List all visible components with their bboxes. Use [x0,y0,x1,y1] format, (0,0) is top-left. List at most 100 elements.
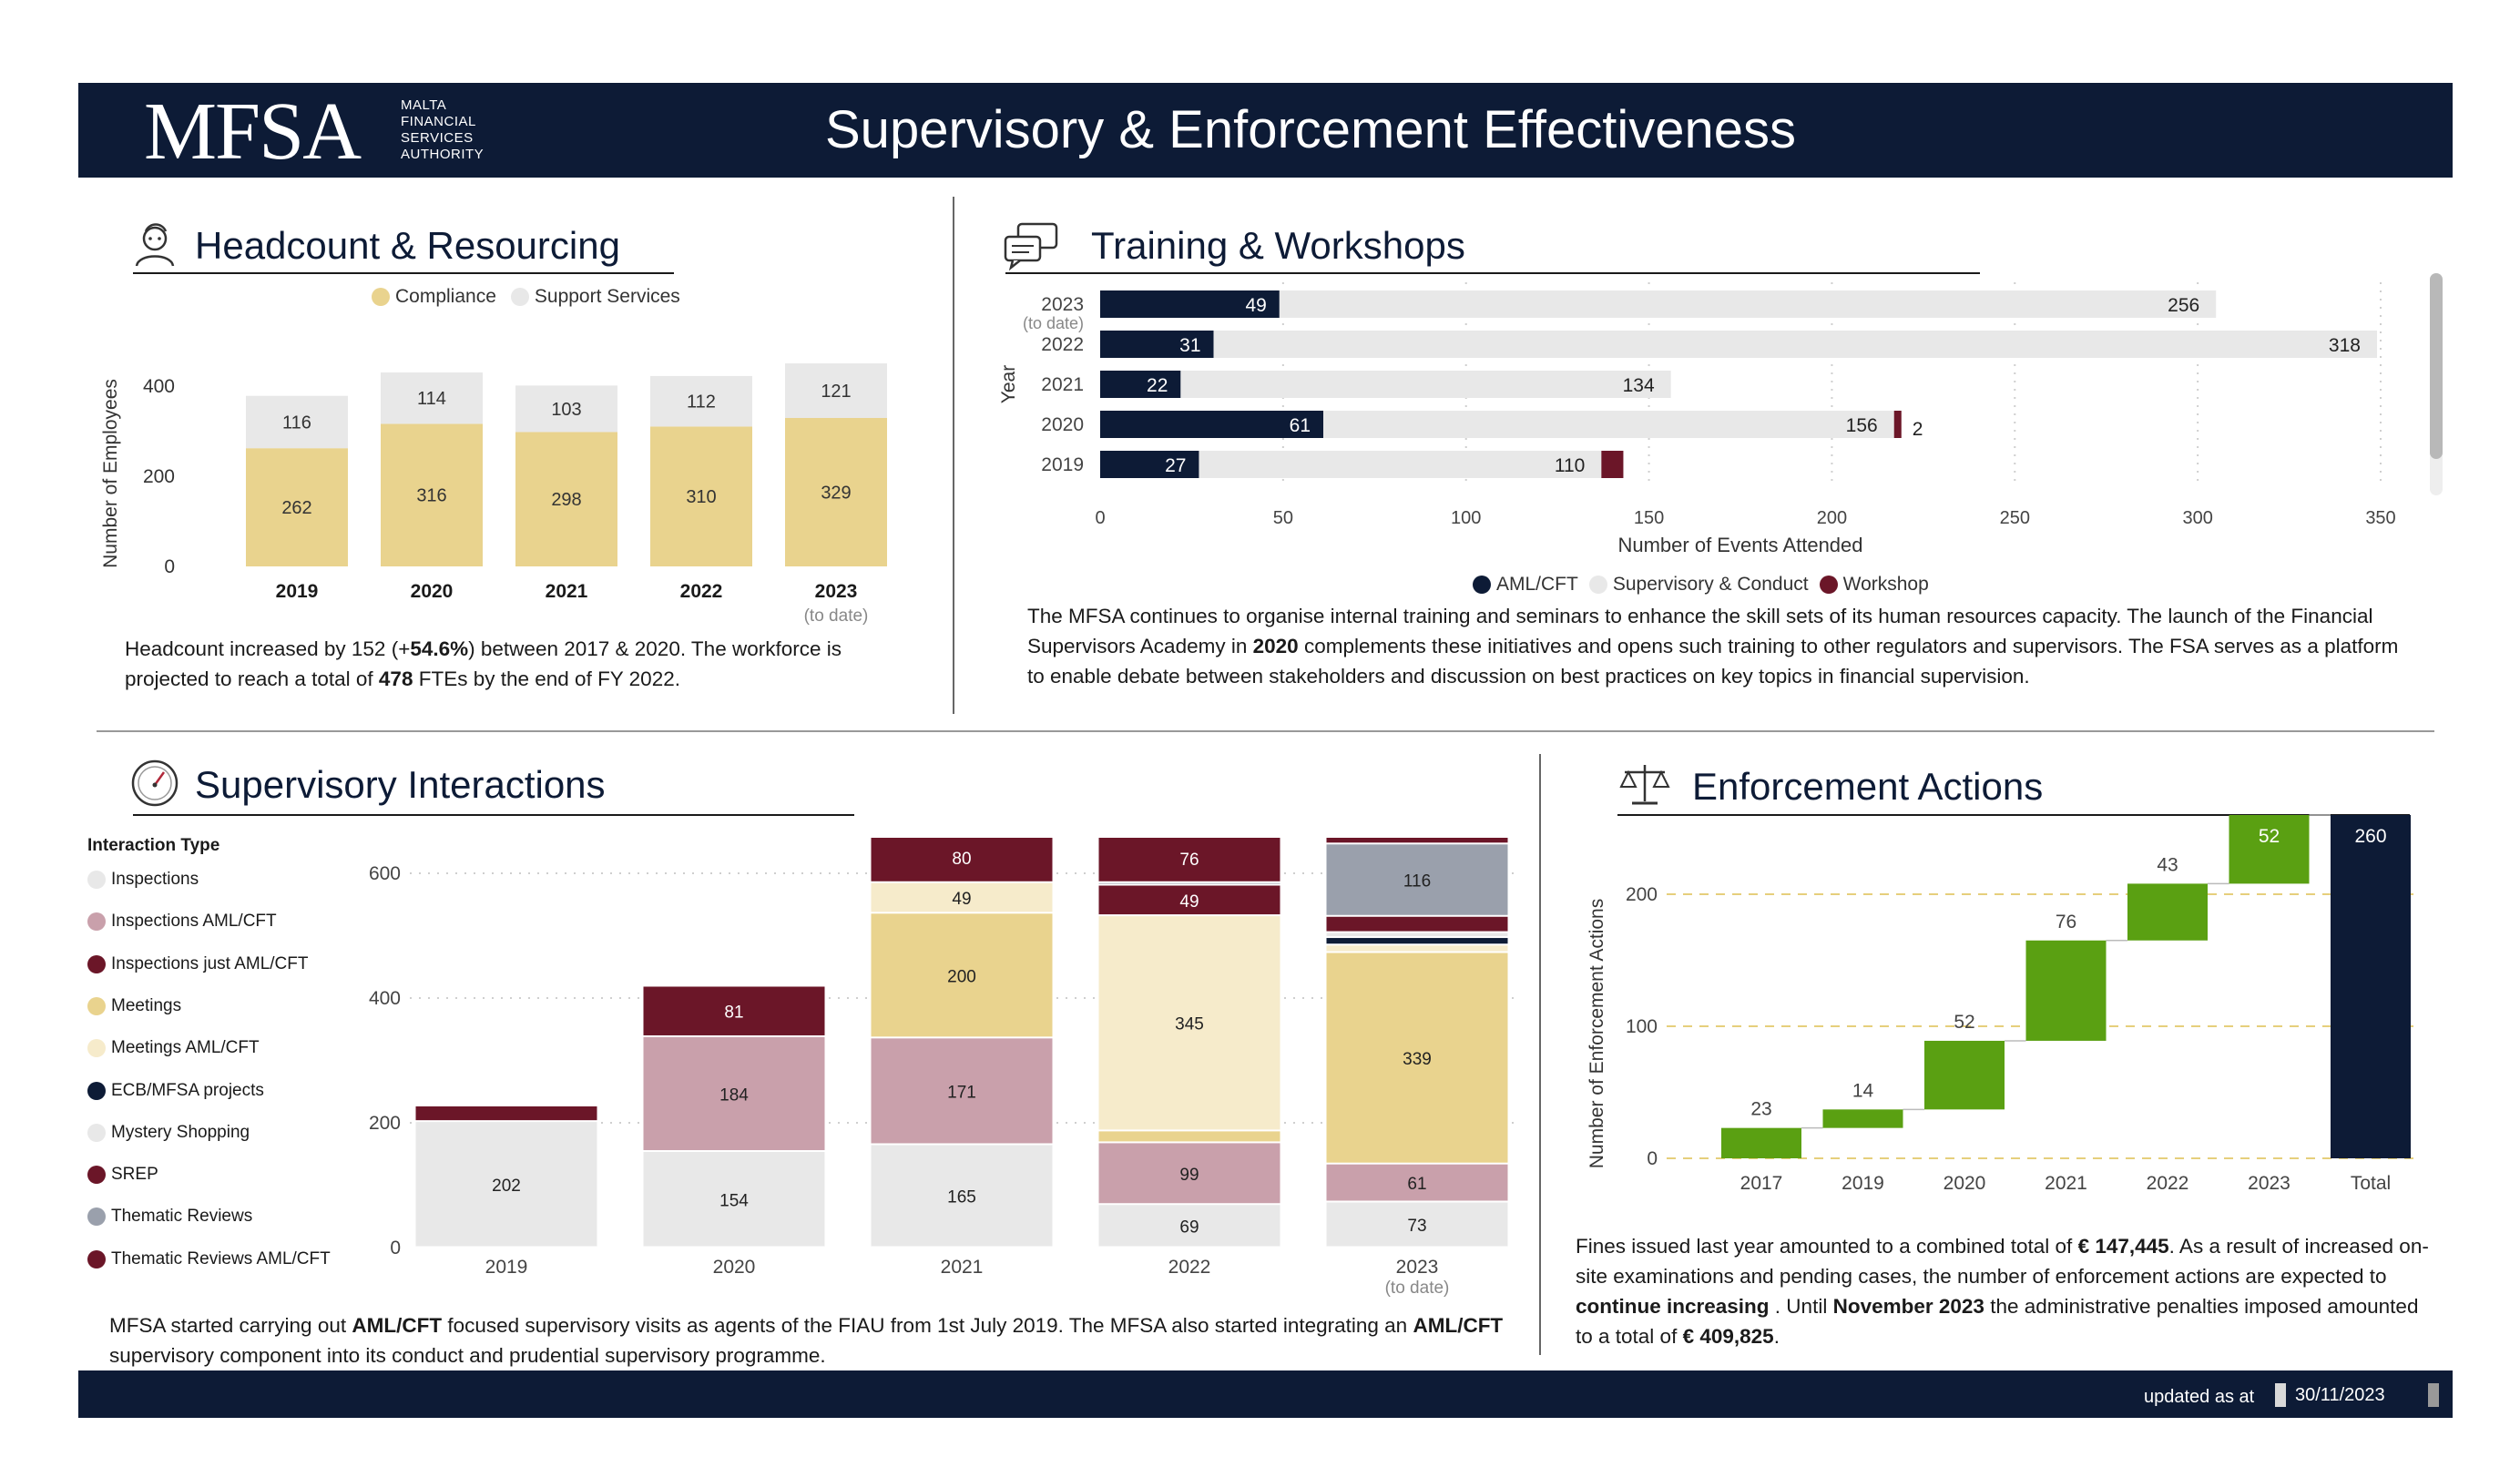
interaction-legend-label-3: Meetings [111,995,182,1015]
training-bar-1-2 [1180,371,1671,398]
enforcement-bar-1 [1822,1109,1903,1128]
interaction-legend-item-5: ECB/MFSA projects [87,1081,264,1101]
interaction-legend-label-1: Inspections AML/CFT [111,912,277,932]
footer-marker-left [2275,1383,2286,1407]
training-label-1-4: 110 [1555,455,1585,476]
updated-label: updated as at [2144,1387,2255,1407]
interactions-bar-1-2 [870,1037,1054,1145]
enforcement-x-tick-2: 2020 [1944,1173,1986,1194]
mfsa-logo: MFSA [144,87,362,177]
aml-legend-label: AML/CFT [1496,574,1578,595]
interactions-label-4-3: 345 [1175,1015,1204,1034]
training-scrollbar-thumb[interactable] [2430,273,2443,459]
interaction-legend-swatch-3 [87,996,106,1015]
training-y-tick-3: 2020 [1041,414,1084,435]
interactions-y-tick-3: 600 [369,863,401,884]
training-label-0-0: 49 [1245,295,1266,316]
horizontal-divider [97,730,2434,732]
interactions-label-3-4: 339 [1403,1050,1432,1069]
interactions-bar-9-4 [1325,838,1509,844]
supervisory-legend-swatch [1588,576,1607,594]
workshop-legend-label: Workshop [1842,574,1929,595]
interactions-x-tick-3: 2022 [1168,1257,1211,1278]
interactions-y-tick-2: 400 [369,988,401,1009]
interactions-title-underline [133,814,854,816]
training-label-2-3: 2 [1913,419,1923,440]
enforcement-y-tick-2: 200 [1626,884,1658,905]
interactions-bar-0-4 [1325,1201,1509,1248]
headcount-bar-0-2 [515,432,617,566]
training-label-1-2: 134 [1623,375,1655,396]
workshop-legend-swatch [1819,576,1838,594]
interactions-label-0-0: 202 [492,1177,521,1196]
enforcement-description: Fines issued last year amounted to a com… [1576,1235,2429,1348]
header-banner: MFSA MALTA FINANCIAL SERVICES AUTHORITY … [78,83,2453,178]
training-label-0-3: 61 [1290,415,1311,436]
interactions-label-1-2: 171 [947,1083,976,1102]
headcount-bar-label-0-3: 310 [686,487,716,507]
updated-date: 30/11/2023 [2295,1385,2385,1405]
training-label-0-2: 22 [1147,375,1168,396]
interaction-legend-item-9: Thematic Reviews AML/CFT [87,1249,331,1269]
interactions-bar-7-1 [642,985,826,1036]
interaction-legend-item-4: Meetings AML/CFT [87,1038,260,1058]
enforcement-bar-5 [2229,815,2310,884]
headcount-title-underline [133,272,674,274]
enforcement-bar-4 [2127,883,2208,941]
interactions-chart: 0 200 400 600 202 2019 154 184 81 2020 165 171 200 49… [369,838,1521,1298]
enforcement-title-underline [1617,814,2410,816]
interaction-legend-title: Interaction Type [87,836,220,855]
headcount-bar-1-1 [381,372,483,424]
interactions-y-tick-1: 200 [369,1113,401,1134]
interactions-bar-4-3 [1097,915,1281,1131]
interaction-legend-label-0: Inspections [111,870,199,889]
training-label-0-4: 27 [1165,455,1186,476]
enforcement-bar-0 [1721,1127,1801,1158]
interaction-legend-label-8: Thematic Reviews [111,1207,253,1227]
interactions-x-note-4: (to date) [1385,1279,1450,1298]
enforcement-x-tick-1: 2019 [1842,1173,1884,1194]
vertical-divider-bottom [1539,754,1541,1355]
interactions-title: Supervisory Interactions [195,763,606,806]
training-y-tick-1: 2022 [1041,334,1084,355]
enforcement-bar-6 [2331,815,2411,1158]
training-bar-0-1 [1100,331,1214,358]
interactions-bar-3-2 [870,912,1054,1038]
gauge-icon [131,759,179,807]
page-title: Supervisory & Enforcement Effectiveness [825,100,1796,159]
headcount-legend: Compliance Support Services [372,286,680,308]
interactions-label-9-3: 76 [1179,851,1199,870]
enforcement-label-3: 76 [2056,912,2076,932]
chat-icon [1004,222,1058,271]
interactions-label-0-2: 165 [947,1187,976,1207]
interactions-label-1-4: 61 [1407,1175,1426,1194]
headcount-bar-label-0-1: 316 [416,486,446,506]
headcount-bar-0-4 [785,417,887,566]
interaction-legend-swatch-2 [87,954,106,973]
interactions-bar-7-2 [870,838,1054,882]
headcount-bar-1-4 [785,363,887,418]
headcount-bar-label-1-4: 121 [821,382,851,402]
interactions-bar-6-4 [1325,932,1509,938]
interactions-label-1-3: 99 [1179,1166,1199,1185]
enforcement-chart: Number of Enforcement Actions 0 100 200 23 20… [1586,814,2413,1194]
headcount-chart: Number of Employees 0 200 400 262 116 2019 316 1… [100,363,887,626]
enforcement-label-5: 52 [2259,826,2280,847]
enforcement-y-tick-1: 100 [1626,1016,1658,1037]
scales-icon [1619,765,1670,805]
training-y-tick-0: 2023 [1041,294,1084,315]
support-legend-label: Support Services [534,286,680,307]
headcount-x-tick-3: 2022 [680,581,723,602]
interactions-bar-9-3 [1097,838,1281,882]
training-bar-0-4 [1100,451,1199,478]
headcount-y-tick-0: 0 [164,556,175,577]
headcount-bar-label-0-2: 298 [551,490,581,510]
training-y-note-0: (to date) [1023,314,1084,332]
headcount-y-tick-1: 200 [143,466,175,487]
training-label-1-3: 156 [1846,415,1878,436]
enforcement-title: Enforcement Actions [1692,765,2044,808]
interactions-x-tick-4: 2023 [1396,1257,1439,1278]
interactions-bar-1-4 [1325,1163,1509,1202]
headcount-title: Headcount & Resourcing [195,224,620,267]
interaction-legend-swatch-0 [87,871,106,889]
